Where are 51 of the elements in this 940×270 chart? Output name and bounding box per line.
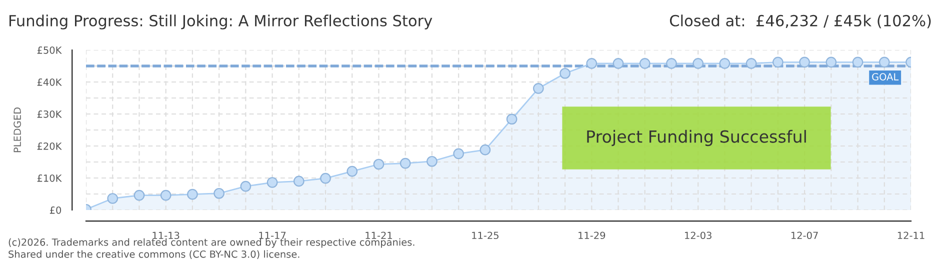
point bbox=[533, 82, 544, 94]
y-axis-title: PLEDGED bbox=[14, 108, 21, 152]
point bbox=[666, 58, 677, 69]
ref-line-label: GOAL bbox=[872, 73, 899, 80]
x-tick-label: 11-21 bbox=[366, 232, 392, 239]
y-tick-label: £0 bbox=[50, 206, 62, 214]
point bbox=[266, 177, 278, 188]
point bbox=[586, 58, 598, 69]
x-tick-label: 12-03 bbox=[685, 232, 712, 240]
point bbox=[293, 176, 304, 187]
y-tick-label: £50K bbox=[37, 46, 62, 54]
text: (c)2026. Trademarks and related content are owned by their respective companies. bbox=[8, 238, 414, 248]
point bbox=[826, 56, 837, 68]
x-tick-label: 12-07 bbox=[791, 232, 818, 240]
point bbox=[400, 158, 411, 169]
point bbox=[320, 172, 331, 184]
point bbox=[746, 58, 757, 69]
point bbox=[240, 180, 252, 192]
point bbox=[160, 190, 172, 201]
y-tick-label: £30K bbox=[37, 110, 62, 118]
point bbox=[480, 144, 491, 156]
y-tick-label: £40K bbox=[37, 78, 62, 86]
point bbox=[214, 188, 224, 199]
x-tick-label: 11-25 bbox=[472, 232, 498, 240]
x-tick-label: 11-29 bbox=[578, 232, 606, 240]
x-tick-label: 11-17 bbox=[259, 232, 286, 239]
point bbox=[346, 166, 358, 177]
point bbox=[852, 56, 864, 68]
y-tick-label: £10K bbox=[37, 174, 62, 182]
point bbox=[134, 190, 145, 201]
x-tick-label: 12-11 bbox=[898, 232, 924, 239]
annotation: Project Funding Successful bbox=[587, 130, 806, 146]
point bbox=[506, 114, 518, 125]
point bbox=[692, 58, 704, 69]
point bbox=[612, 58, 624, 69]
point bbox=[373, 158, 384, 170]
point bbox=[560, 68, 570, 79]
point bbox=[878, 56, 890, 68]
chart-title: Funding Progress: Still Joking: A Mirror Reflections Story bbox=[10, 14, 432, 30]
point bbox=[107, 193, 118, 204]
point bbox=[639, 58, 650, 69]
chart-subtitle: Closed at: £46,232 / £45k (102%) bbox=[670, 14, 931, 28]
text: Shared under the creative commons (CC BY-NC 3.0) license. bbox=[8, 250, 300, 259]
point bbox=[187, 188, 198, 200]
y-tick-label: £20K bbox=[37, 142, 62, 150]
point bbox=[426, 156, 438, 167]
point bbox=[772, 56, 784, 68]
point bbox=[799, 56, 810, 68]
point bbox=[719, 58, 730, 69]
point bbox=[453, 148, 464, 160]
x-tick-label: 11-13 bbox=[152, 232, 180, 240]
